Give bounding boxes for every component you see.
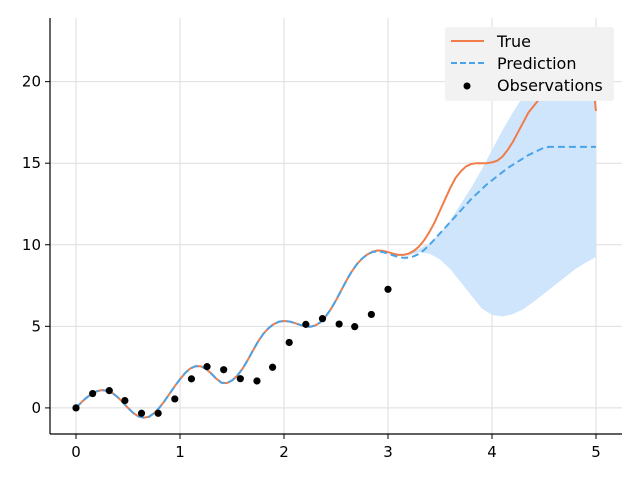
series-layer (75, 62, 597, 419)
ticks-layer: 0 1 2 3 4 5 0 5 10 15 20 (22, 73, 601, 461)
observation-point-10 (236, 375, 244, 383)
y-tick-label-3: 15 (22, 154, 41, 172)
confidence-band-layer (388, 37, 596, 317)
observation-point-19 (384, 285, 392, 293)
observation-point-7 (187, 375, 196, 383)
observation-point-12 (268, 363, 277, 371)
observation-point-9 (220, 366, 228, 374)
legend-observations-marker (463, 82, 471, 90)
observation-point-4 (137, 409, 146, 417)
y-tick-label-4: 20 (22, 73, 41, 91)
y-tick-label-0: 0 (31, 399, 41, 417)
x-tick-label-1: 1 (175, 443, 185, 461)
prediction-uncertainty-band (388, 37, 596, 317)
legend-true-label: True (496, 32, 531, 51)
x-tick-label-2: 2 (279, 443, 289, 461)
observations-layer (72, 285, 392, 417)
y-tick-label-1: 5 (31, 317, 41, 335)
legend-prediction-label: Prediction (497, 54, 576, 73)
x-tick-label-4: 4 (487, 443, 497, 461)
legend-observations-label: Observations (497, 76, 603, 95)
x-tick-label-5: 5 (591, 443, 601, 461)
observation-point-13 (285, 338, 293, 347)
observation-point-0 (72, 404, 80, 412)
observation-point-11 (253, 377, 261, 385)
series-line-true (75, 62, 597, 419)
series-line-prediction (75, 145, 596, 419)
observation-point-17 (351, 323, 359, 331)
x-tick-label-0: 0 (71, 443, 81, 461)
y-tick-label-2: 10 (22, 236, 41, 254)
observation-point-8 (203, 363, 211, 371)
observation-point-3 (121, 396, 129, 405)
observation-point-15 (318, 315, 327, 323)
axes-layer (49, 18, 622, 435)
legend: True Prediction Observations (445, 27, 614, 101)
legend-box (445, 27, 614, 101)
observation-point-1 (89, 389, 97, 398)
observation-point-6 (171, 395, 179, 403)
x-tick-label-3: 3 (383, 443, 393, 461)
observation-point-5 (154, 409, 162, 417)
observation-point-14 (302, 320, 310, 328)
observation-point-16 (335, 320, 343, 328)
observation-point-18 (367, 310, 375, 319)
observation-point-2 (105, 387, 113, 395)
